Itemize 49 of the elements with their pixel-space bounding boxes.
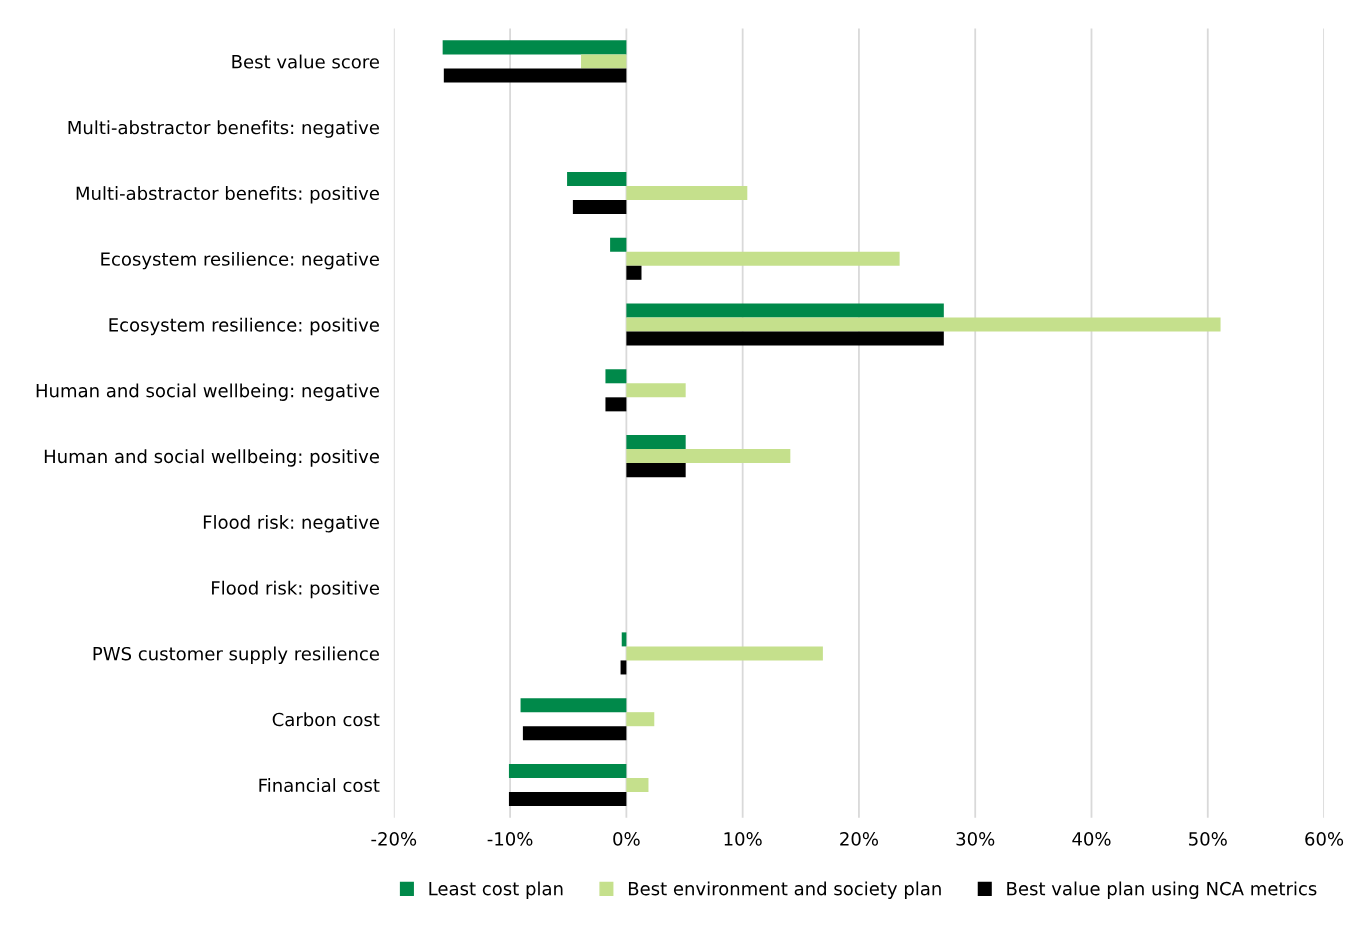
- bar: [508, 763, 627, 778]
- bar: [626, 646, 823, 661]
- y-tick-label: Flood risk: negative: [203, 515, 379, 533]
- bar: [626, 383, 686, 398]
- y-tick-label: Ecosystem resilience: positive: [109, 317, 379, 336]
- bar: [626, 251, 900, 266]
- bar: [626, 463, 686, 478]
- y-tick-label: Best value score: [232, 54, 379, 69]
- y-tick-label: Human and social wellbeing: positive: [44, 449, 379, 467]
- bar: [508, 791, 627, 807]
- bar: [442, 40, 627, 55]
- y-tick-label: Financial cost: [259, 778, 380, 793]
- x-tick-label: 20%: [840, 832, 878, 846]
- y-tick-label: Ecosystem resilience: negative: [101, 251, 379, 270]
- legend-label: Least cost plan: [429, 881, 563, 899]
- legend-label: Best value plan using NCA metrics: [1007, 881, 1317, 899]
- y-tick-label: Multi-abstractor benefits: negative: [68, 120, 379, 138]
- bar: [581, 54, 627, 69]
- legend-label: Best environment and society plan: [628, 881, 941, 899]
- bar: [626, 712, 655, 727]
- bar: [605, 397, 627, 412]
- bar: [522, 726, 627, 741]
- bar: [626, 303, 944, 318]
- x-tick-label: 50%: [1189, 832, 1227, 846]
- bar: [626, 265, 642, 280]
- x-tick-label: 0%: [613, 832, 640, 846]
- bar: [626, 777, 649, 792]
- x-tick-label: -10%: [487, 832, 533, 846]
- y-tick-label: PWS customer supply resilience: [93, 646, 379, 665]
- x-tick-label: 40%: [1072, 832, 1111, 846]
- bar: [520, 698, 627, 713]
- bar: [443, 68, 627, 83]
- x-tick-label: 60%: [1305, 832, 1344, 846]
- bar: [626, 185, 748, 200]
- bar: [572, 199, 627, 215]
- y-tick-label: Flood risk: positive: [212, 580, 379, 599]
- bar: [626, 317, 1221, 332]
- bar: [610, 237, 627, 252]
- bar: [605, 369, 627, 384]
- x-tick-label: -20%: [371, 832, 417, 846]
- y-tick-label: Human and social wellbeing: negative: [36, 383, 379, 401]
- bar: [626, 449, 791, 464]
- y-tick-label: Carbon cost: [272, 712, 380, 727]
- bar: [626, 435, 686, 450]
- x-tick-label: 10%: [724, 832, 762, 846]
- x-tick-label: 30%: [956, 832, 995, 846]
- bar: [626, 331, 944, 346]
- y-tick-label: Multi-abstractor benefits: positive: [76, 186, 379, 204]
- bar: [567, 171, 627, 186]
